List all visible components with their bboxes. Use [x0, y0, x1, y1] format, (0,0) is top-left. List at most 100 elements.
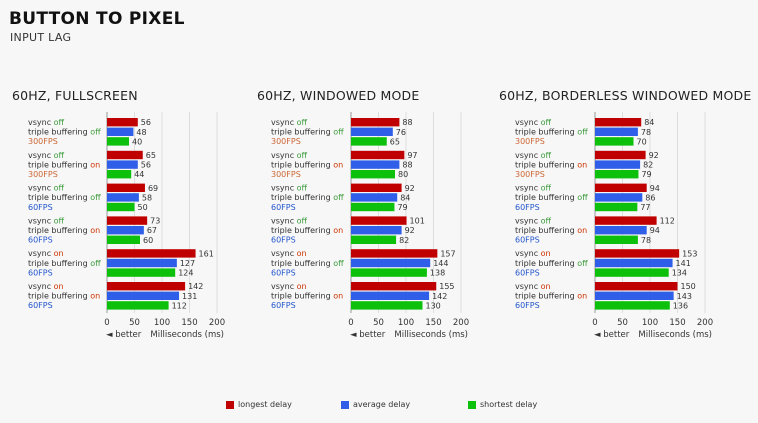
- bar-value-1-2-1: 84: [400, 193, 410, 202]
- category-vsync-2-4-part-1: on: [541, 249, 551, 258]
- chart-title-borderless: 60HZ, BORDERLESS WINDOWED MODE: [499, 88, 752, 103]
- category-triple-0-4-part-0: triple buffering: [28, 259, 90, 268]
- bar-value-1-4-2: 138: [430, 269, 445, 278]
- bar-value-1-1-0: 97: [407, 151, 417, 160]
- category-triple-1-4: triple buffering off: [271, 259, 344, 268]
- category-vsync-0-1: vsync off: [28, 151, 65, 160]
- bar-2-1-0: [595, 150, 646, 160]
- bar-1-5-1: [351, 291, 430, 300]
- category-triple-2-5-part-0: triple buffering: [515, 292, 577, 301]
- bar-0-2-2: [107, 202, 135, 212]
- category-triple-2-3-part-0: triple buffering: [515, 226, 577, 235]
- category-triple-1-0-part-0: triple buffering: [271, 128, 333, 137]
- bar-value-0-3-0: 73: [150, 217, 160, 226]
- bar-1-3-0: [351, 216, 407, 225]
- bar-value-2-4-2: 134: [672, 269, 687, 278]
- category-vsync-0-2: vsync off: [28, 184, 65, 193]
- category-vsync-2-2-part-1: off: [541, 184, 552, 193]
- bar-0-0-1: [107, 127, 134, 136]
- bar-value-2-5-1: 143: [677, 292, 692, 301]
- tick-label-1-100: 100: [398, 318, 414, 328]
- bar-value-0-5-2: 112: [172, 301, 187, 310]
- legend-average: average delay: [341, 400, 410, 409]
- bar-1-0-2: [351, 137, 387, 146]
- category-triple-0-2-part-1: off: [90, 193, 101, 202]
- category-triple-2-1-part-1: on: [577, 160, 587, 169]
- category-vsync-2-1-part-0: vsync: [515, 151, 541, 160]
- bar-2-0-2: [595, 137, 634, 146]
- category-fps-0-1: 300FPS: [28, 170, 58, 179]
- category-vsync-2-4-part-0: vsync: [515, 249, 541, 258]
- bar-value-0-5-0: 142: [188, 282, 203, 291]
- bar-1-1-0: [351, 150, 405, 160]
- axis-label-1: Milliseconds (ms): [394, 330, 468, 340]
- axis-label-2: Milliseconds (ms): [638, 330, 712, 340]
- bar-2-4-1: [595, 258, 673, 268]
- category-fps-0-4: 60FPS: [28, 268, 53, 277]
- legend-longest: longest delay: [226, 400, 292, 409]
- category-vsync-0-3-part-0: vsync: [28, 216, 54, 225]
- tick-label-1-150: 150: [425, 318, 441, 328]
- category-triple-1-5-part-0: triple buffering: [271, 292, 333, 301]
- bar-value-0-1-0: 65: [146, 151, 156, 160]
- category-vsync-2-2: vsync off: [515, 184, 552, 193]
- category-vsync-1-1-part-1: off: [297, 151, 308, 160]
- bar-2-2-2: [595, 202, 638, 212]
- legend-label-shortest: shortest delay: [480, 400, 538, 409]
- bar-2-5-1: [595, 291, 674, 300]
- bar-value-1-3-2: 82: [399, 236, 409, 245]
- category-triple-1-3-part-1: on: [333, 226, 343, 235]
- bar-1-4-2: [351, 268, 427, 277]
- bar-value-2-2-0: 94: [650, 184, 660, 193]
- bar-value-0-5-1: 131: [182, 292, 197, 301]
- bar-value-2-5-2: 136: [673, 301, 688, 310]
- category-triple-2-0-part-1: off: [577, 128, 588, 137]
- tick-label-0-0: 0: [104, 318, 109, 328]
- category-triple-2-0-part-0: triple buffering: [515, 128, 577, 137]
- category-triple-0-0: triple buffering off: [28, 128, 101, 137]
- category-fps-1-0: 300FPS: [271, 137, 301, 146]
- category-vsync-2-3: vsync off: [515, 216, 552, 225]
- bar-1-2-1: [351, 193, 398, 202]
- category-fps-2-3: 60FPS: [515, 236, 540, 245]
- category-vsync-0-5-part-0: vsync: [28, 282, 54, 291]
- category-vsync-2-5: vsync on: [515, 282, 551, 291]
- bar-value-0-3-2: 60: [143, 236, 153, 245]
- category-fps-0-2: 60FPS: [28, 203, 53, 212]
- category-vsync-2-3-part-0: vsync: [515, 216, 541, 225]
- category-vsync-2-4: vsync on: [515, 249, 551, 258]
- category-triple-1-2-part-0: triple buffering: [271, 193, 333, 202]
- category-triple-1-4-part-0: triple buffering: [271, 259, 333, 268]
- bar-value-0-2-1: 58: [142, 193, 152, 202]
- category-fps-2-1: 300FPS: [515, 170, 545, 179]
- bar-0-4-0: [107, 249, 196, 258]
- category-triple-0-1: triple buffering on: [28, 160, 100, 169]
- bar-1-4-1: [351, 258, 431, 268]
- category-triple-1-3-part-0: triple buffering: [271, 226, 333, 235]
- bar-0-1-2: [107, 170, 132, 179]
- bar-0-0-2: [107, 137, 129, 146]
- category-triple-2-4-part-0: triple buffering: [515, 259, 577, 268]
- legend-swatch-average: [341, 400, 349, 409]
- category-triple-2-3: triple buffering on: [515, 226, 587, 235]
- category-triple-2-4-part-1: off: [577, 259, 588, 268]
- bar-value-1-0-1: 76: [396, 128, 406, 137]
- bar-value-2-2-1: 86: [645, 193, 655, 202]
- category-triple-0-2: triple buffering off: [28, 193, 101, 202]
- category-vsync-1-5-part-1: on: [297, 282, 307, 291]
- bar-value-0-4-0: 161: [199, 249, 214, 258]
- category-vsync-0-0-part-0: vsync: [28, 118, 54, 127]
- category-vsync-1-2-part-0: vsync: [271, 184, 297, 193]
- page-title: BUTTON TO PIXEL: [9, 9, 185, 29]
- better-label-1: ◄ better: [350, 330, 386, 340]
- axis-label-0: Milliseconds (ms): [150, 330, 224, 340]
- bar-1-3-2: [351, 235, 397, 244]
- bar-value-1-2-2: 79: [397, 203, 407, 212]
- category-vsync-1-0-part-1: off: [297, 118, 308, 127]
- chart-title-fullscreen: 60HZ, FULLSCREEN: [12, 88, 138, 103]
- bar-0-5-0: [107, 282, 186, 291]
- bar-value-1-1-1: 88: [402, 161, 412, 170]
- category-vsync-1-3: vsync off: [271, 216, 308, 225]
- category-triple-1-5: triple buffering on: [271, 292, 343, 301]
- bar-0-5-1: [107, 291, 180, 300]
